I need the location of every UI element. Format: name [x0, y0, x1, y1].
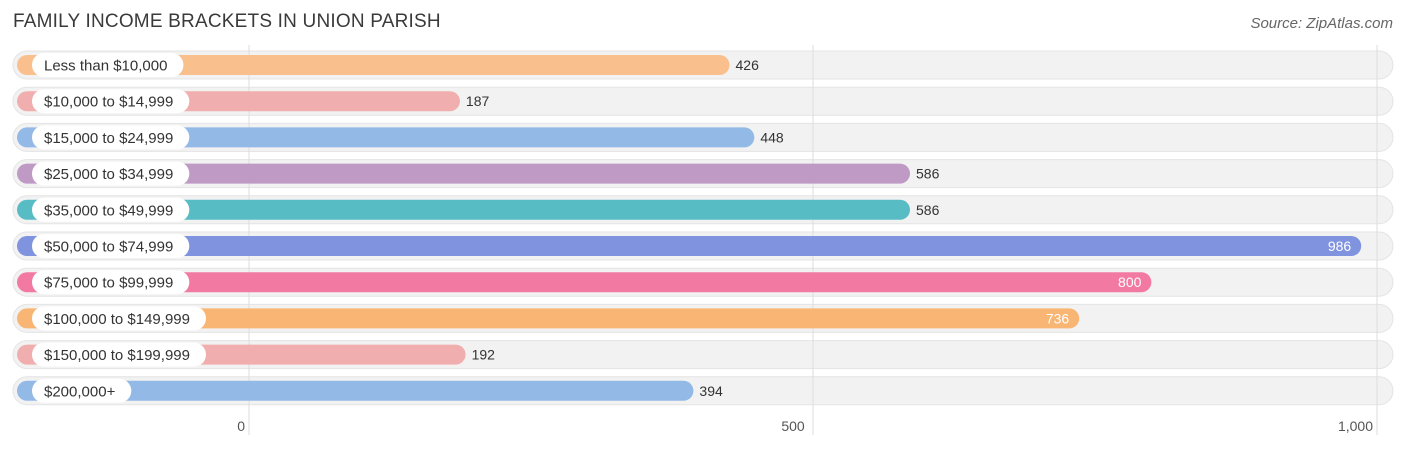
chart-source: Source: ZipAtlas.com — [1250, 15, 1393, 32]
category-label: $75,000 to $99,999 — [44, 275, 173, 292]
category-label-pill — [32, 234, 190, 258]
bar — [17, 127, 755, 148]
bar-value-label: 394 — [699, 383, 723, 399]
chart-title: FAMILY INCOME BRACKETS IN UNION PARISH — [13, 11, 441, 32]
category-label: $10,000 to $14,999 — [44, 94, 173, 111]
category-label: $35,000 to $49,999 — [44, 202, 173, 219]
bar — [17, 55, 730, 75]
bar-value-label: 192 — [472, 347, 496, 363]
x-tick-label: 0 — [237, 418, 245, 434]
bar — [17, 236, 1362, 256]
category-label: $100,000 to $149,999 — [44, 311, 190, 328]
category-label: $200,000+ — [44, 383, 116, 400]
category-label-pill — [32, 197, 190, 222]
category-label-pill — [32, 342, 206, 367]
category-label-pill — [32, 89, 190, 114]
category-label: $150,000 to $199,999 — [44, 347, 190, 364]
category-label-pill — [32, 161, 190, 186]
category-label-pill — [32, 378, 132, 403]
bar — [17, 380, 694, 401]
bar-value-label: 586 — [916, 202, 940, 218]
category-label: $25,000 to $34,999 — [44, 166, 173, 183]
category-label: $50,000 to $74,999 — [44, 239, 173, 256]
x-tick-label: 500 — [781, 418, 805, 434]
bar-value-label: 986 — [1328, 238, 1352, 254]
bar — [17, 308, 1080, 329]
bar-value-label: 800 — [1118, 274, 1142, 290]
bar — [17, 272, 1152, 293]
bar — [17, 199, 911, 220]
x-tick-label: 1,000 — [1338, 418, 1373, 434]
bar — [17, 163, 911, 184]
bar-value-label: 187 — [466, 93, 490, 109]
category-label-pill — [32, 306, 206, 331]
category-label: Less than $10,000 — [44, 58, 167, 75]
category-label-pill — [32, 125, 190, 150]
category-label: $15,000 to $24,999 — [44, 130, 173, 147]
bar-value-label: 586 — [916, 166, 940, 182]
bar-value-label: 426 — [736, 57, 760, 73]
category-label-pill — [32, 53, 184, 77]
bar-value-label: 448 — [760, 129, 784, 145]
category-label-pill — [32, 270, 190, 295]
bar-value-label: 736 — [1046, 310, 1070, 326]
